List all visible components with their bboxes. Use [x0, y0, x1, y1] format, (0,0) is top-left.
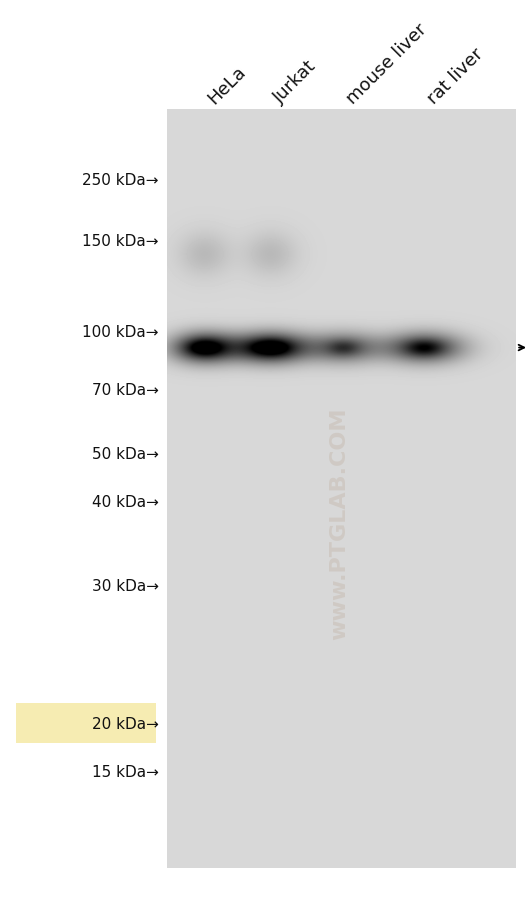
Text: 15 kDa→: 15 kDa→ — [92, 764, 159, 778]
Text: 40 kDa→: 40 kDa→ — [92, 495, 159, 510]
Text: 250 kDa→: 250 kDa→ — [83, 173, 159, 188]
Text: 20 kDa→: 20 kDa→ — [92, 716, 159, 731]
Text: rat liver: rat liver — [424, 44, 487, 107]
Text: mouse liver: mouse liver — [343, 20, 431, 107]
Text: 30 kDa→: 30 kDa→ — [92, 579, 159, 594]
FancyBboxPatch shape — [16, 704, 156, 743]
Text: HeLa: HeLa — [204, 62, 249, 107]
Text: 150 kDa→: 150 kDa→ — [83, 234, 159, 248]
Text: www.PTGLAB.COM: www.PTGLAB.COM — [329, 407, 349, 640]
Text: 50 kDa→: 50 kDa→ — [92, 446, 159, 461]
Text: Jurkat: Jurkat — [270, 58, 320, 107]
Text: 100 kDa→: 100 kDa→ — [83, 325, 159, 339]
Text: 70 kDa→: 70 kDa→ — [92, 382, 159, 397]
